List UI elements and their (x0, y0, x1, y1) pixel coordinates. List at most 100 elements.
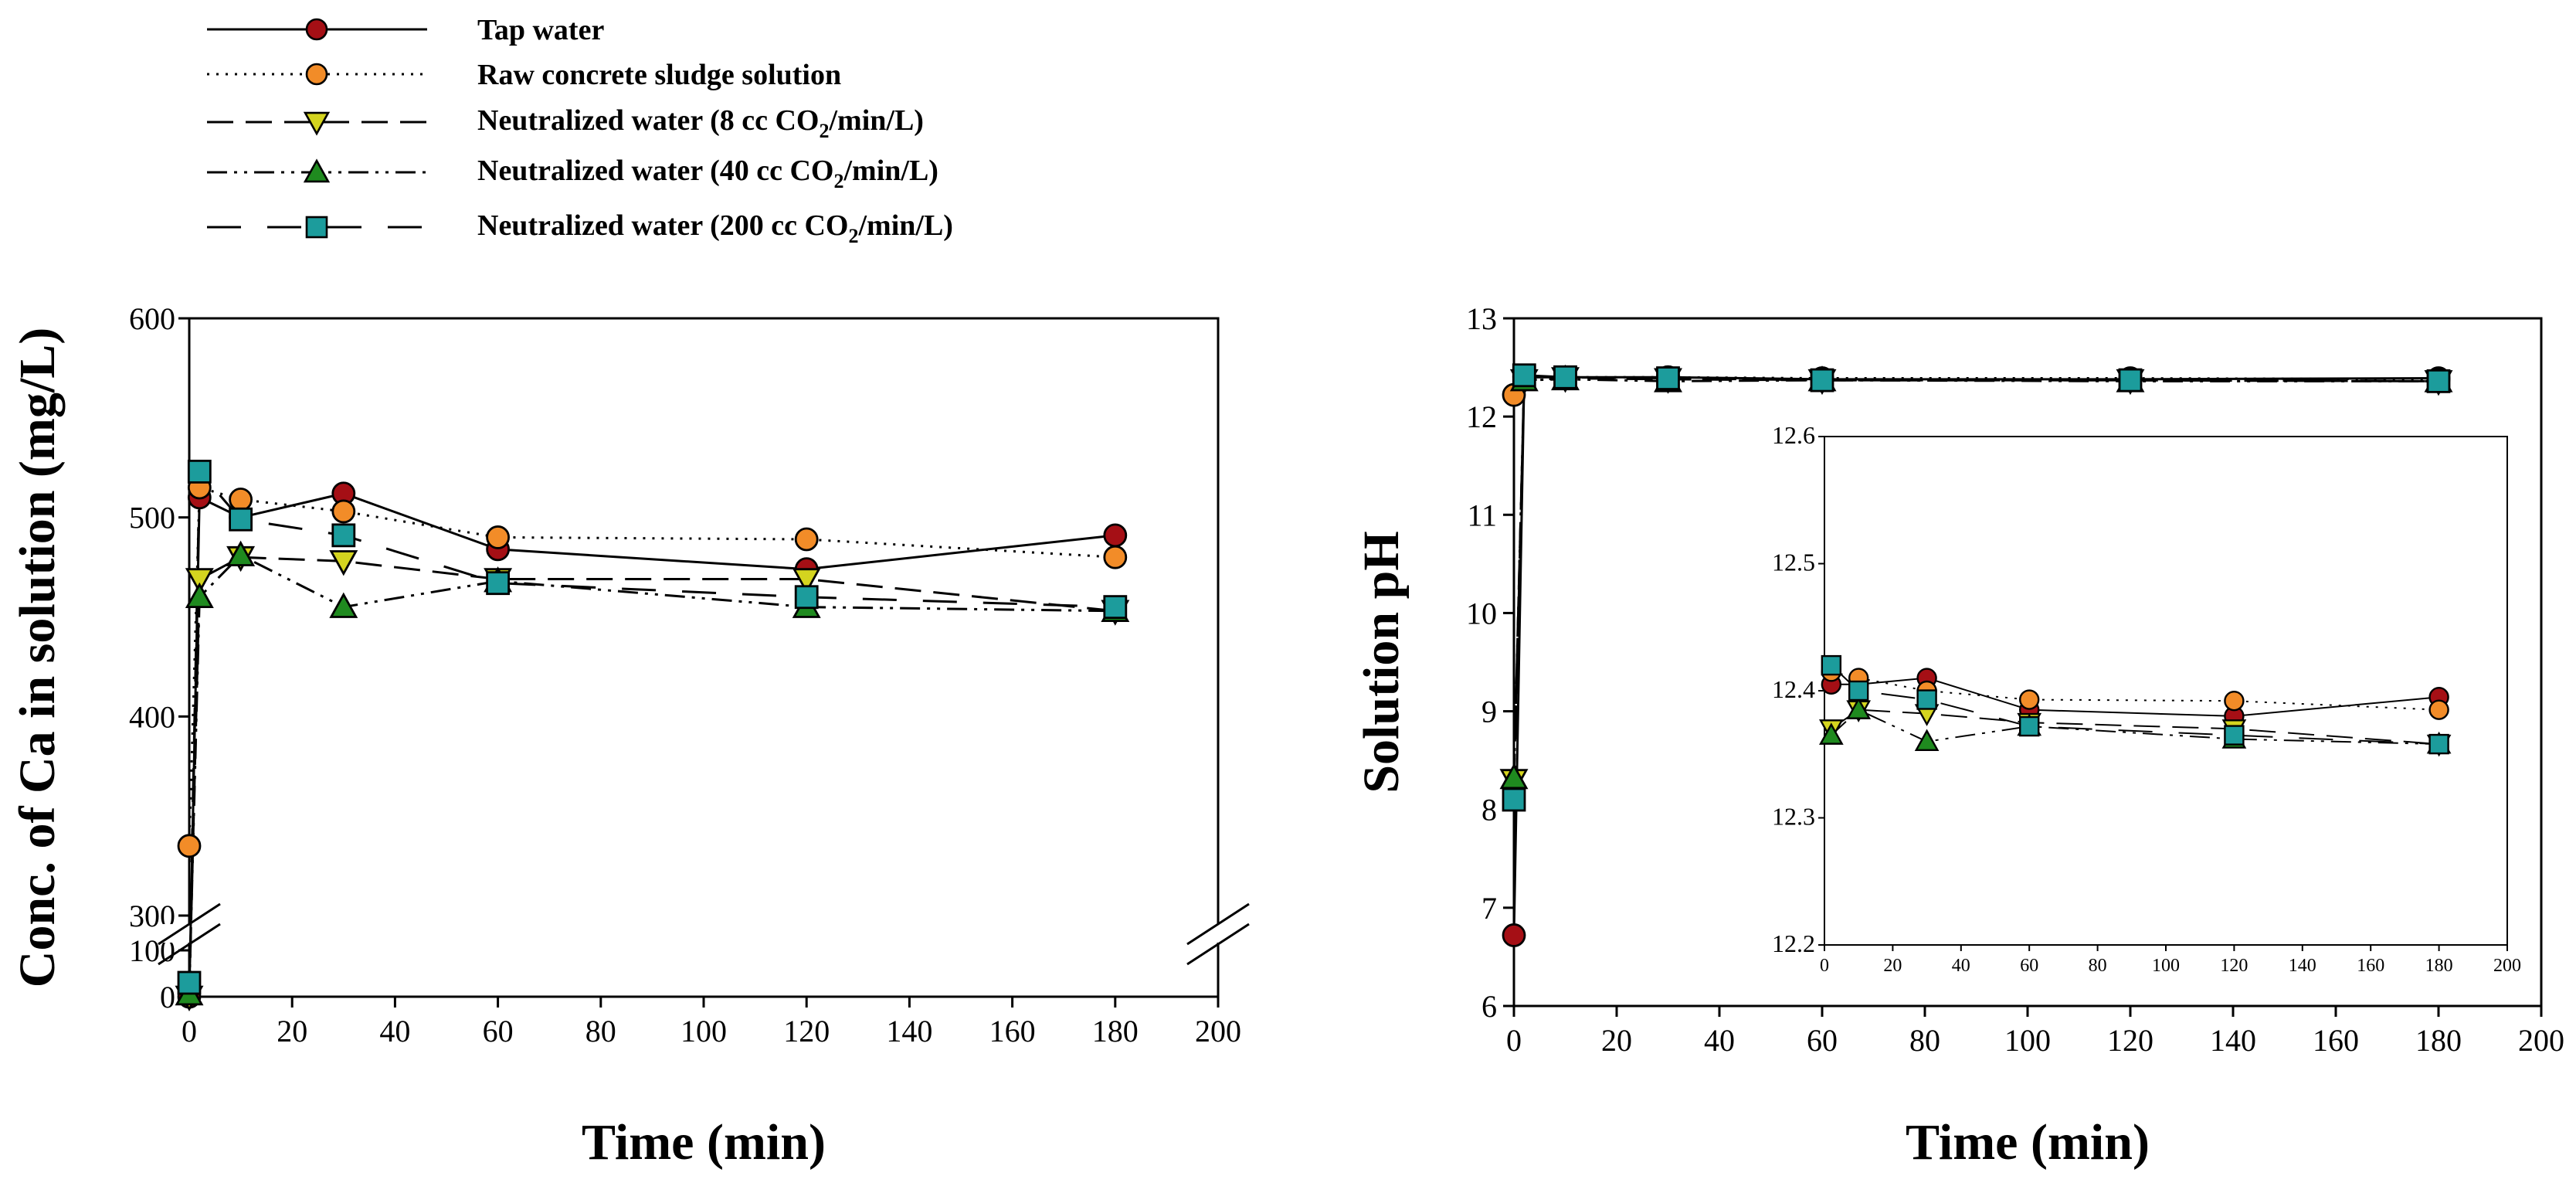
ph-inset-chart: 0 20 40 60 80 100 120 140 160 180 200 12.2 12.3 12.4 1… (1772, 421, 2521, 976)
inset-x-tick-label: 140 (2289, 956, 2316, 976)
ca-series-lines (188, 468, 1115, 997)
ph-point-n200 (2426, 369, 2451, 393)
ph-x-tick-label: 100 (2004, 1023, 2051, 1058)
ph-x-axis-label: Time (min) (1906, 1114, 2150, 1171)
legend-label-n200: Neutralized water (200 cc CO2/min/L) (477, 209, 953, 247)
inset-x-tick-label: 0 (1820, 956, 1829, 976)
ca-break-left (158, 902, 221, 966)
inset-x-tick-label: 160 (2357, 956, 2384, 976)
inset-y-tick-label: 12.2 (1772, 929, 1815, 957)
ph-point-n200 (2118, 368, 2143, 393)
ca-break-right-gap (1187, 924, 1249, 943)
legend-label-raw: Raw concrete sludge solution (477, 59, 841, 91)
ca-x-tick-label: 120 (783, 1014, 830, 1048)
inset-point-n200 (1848, 680, 1869, 702)
ph-y-tick-label: 10 (1466, 596, 1497, 630)
ca-point-n200 (177, 970, 202, 995)
ca-point-tap (1103, 523, 1128, 548)
inset-x-tick-label: 120 (2220, 956, 2248, 976)
ca-x-tick-label: 40 (379, 1014, 410, 1048)
ca-x-tick-label: 60 (483, 1014, 514, 1048)
legend-marker-n200 (305, 216, 328, 239)
inset-x-tick-label: 200 (2493, 956, 2521, 976)
ca-point-n200 (1103, 595, 1128, 620)
ca-point-n8 (329, 550, 358, 576)
ca-point-n200 (331, 523, 356, 548)
legend-entry-n40: Neutralized water (40 cc CO2/min/L) (207, 155, 938, 192)
ca-axis-breaks (158, 902, 1250, 966)
inset-point-n200 (2018, 715, 2040, 737)
ca-break-right (1186, 902, 1250, 966)
inset-point-raw (2428, 699, 2449, 720)
ca-x-tick-label: 100 (680, 1014, 727, 1048)
legend-symbol-n40 (303, 158, 331, 183)
ca-break-left-gap (158, 924, 220, 943)
ca-point-raw (1103, 545, 1128, 569)
legend-entry-n200: Neutralized water (200 cc CO2/min/L) (207, 209, 953, 247)
inset-y-tick-label: 12.3 (1772, 803, 1815, 831)
inset-point-n40 (1819, 722, 1844, 745)
ca-x-tick-label: 160 (989, 1014, 1036, 1048)
ca-break-left-slash (158, 902, 221, 946)
inset-point-n200 (1916, 689, 1937, 710)
inset-point-n40 (1914, 729, 1940, 752)
ca-series-markers (175, 460, 1130, 1011)
ph-y-tick-label: 12 (1466, 399, 1497, 434)
legend-label-tap: Tap water (477, 14, 604, 46)
inset-point-raw (2018, 689, 2040, 710)
ph-x-tick-label: 20 (1601, 1023, 1632, 1058)
ph-y-tick-label: 9 (1481, 695, 1497, 729)
legend-label-n40: Neutralized water (40 cc CO2/min/L) (477, 155, 938, 192)
legend-symbol-n200 (305, 216, 328, 239)
ph-point-n200 (1810, 368, 1834, 393)
ph-point-n200 (1553, 365, 1577, 389)
ca-y-tick-label: 400 (129, 699, 175, 734)
ca-point-n8 (792, 568, 821, 594)
ph-x-tick-label: 180 (2415, 1023, 2462, 1058)
ca-line-n8 (188, 556, 1115, 997)
ca-break-right-slash (1186, 902, 1250, 946)
ph-y-tick-label: 7 (1481, 891, 1497, 926)
legend-symbol-n8 (303, 111, 331, 136)
legend-entry-n8: Neutralized water (8 cc CO2/min/L) (207, 104, 924, 142)
ca-x-tick-label: 140 (886, 1014, 932, 1048)
inset-point-n200 (2428, 733, 2449, 755)
inset-x-tick-label: 60 (2020, 956, 2038, 976)
inset-line-n8 (1831, 709, 2439, 746)
ca-line-n40 (188, 553, 1115, 995)
legend-marker-tap (305, 18, 328, 41)
ca-point-n200 (229, 507, 253, 532)
ph-x-tick-label: 140 (2210, 1023, 2256, 1058)
inset-y-tick-label: 12.6 (1772, 421, 1815, 449)
ph-x-tick-label: 120 (2107, 1023, 2153, 1058)
inset-axis-ticks: 0 20 40 60 80 100 120 140 160 180 200 12.2 12.3 12.4 1… (1772, 421, 2521, 976)
legend-symbol-raw (305, 63, 328, 86)
ph-point-n200 (1512, 363, 1536, 388)
ca-point-n200 (187, 460, 212, 484)
legend-marker-n40 (303, 158, 331, 183)
ca-point-n40 (226, 540, 256, 566)
ph-point-n200 (1502, 787, 1526, 812)
ca-point-raw (331, 499, 356, 524)
ph-point-n200 (1656, 366, 1680, 390)
ca-line-raw (188, 486, 1115, 846)
inset-x-tick-label: 100 (2152, 956, 2180, 976)
ca-x-tick-label: 0 (182, 1014, 197, 1048)
legend-label-n8: Neutralized water (8 cc CO2/min/L) (477, 104, 924, 142)
inset-line-raw (1831, 671, 2439, 711)
ca-x-tick-label: 200 (1195, 1014, 1241, 1048)
ph-y-tick-label: 11 (1467, 498, 1497, 532)
ca-axis-ticks: 0 20 40 60 80 100 120 140 160 180 2003004005006000… (129, 301, 1241, 1048)
inset-point-raw (2224, 690, 2245, 712)
ph-x-tick-label: 160 (2313, 1023, 2359, 1058)
ca-point-raw (794, 527, 819, 552)
ca-point-n40 (185, 582, 214, 609)
inset-point-n200 (1821, 654, 1842, 676)
ph-series-markers (1499, 363, 2453, 947)
inset-point-n40 (1846, 697, 1872, 719)
ca-point-n8 (185, 568, 214, 594)
ca-line-tap (188, 492, 1115, 997)
ph-point-tap (1502, 923, 1526, 947)
